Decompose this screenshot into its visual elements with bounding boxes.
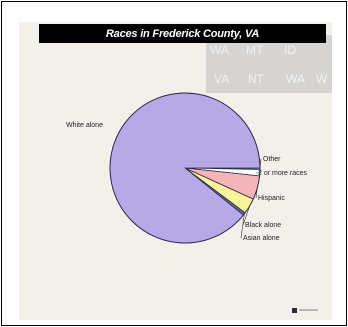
state-abbreviation-strip: WA MT ID VA NT WA W xyxy=(206,35,332,93)
leader-line xyxy=(259,158,262,169)
leader-line xyxy=(240,213,245,239)
watermark-logo xyxy=(292,307,318,313)
chart-title: Races in Frederick County, VA xyxy=(105,27,260,40)
slice-label: White alone xyxy=(66,122,103,129)
slice-label: Other xyxy=(263,156,281,163)
logo-line xyxy=(299,309,318,311)
slice-label: 2 or more races xyxy=(258,170,308,177)
leader-line xyxy=(255,187,258,199)
leader-line xyxy=(242,206,250,226)
slice-label: Asian alone xyxy=(243,235,280,242)
state-abbr: MT xyxy=(246,43,264,57)
state-abbr: WA xyxy=(210,43,229,57)
state-abbr: NT xyxy=(248,72,264,86)
chart-title-bar: Races in Frederick County, VA xyxy=(39,24,326,43)
logo-box xyxy=(292,307,297,313)
state-abbr: W xyxy=(316,72,328,86)
state-abbr: ID xyxy=(284,43,296,57)
state-abbr: WA xyxy=(286,72,305,86)
slice-label: Black alone xyxy=(245,222,281,229)
slice-label: Hispanic xyxy=(258,195,285,202)
pie-slice-white-alone xyxy=(109,92,261,244)
state-abbr: VA xyxy=(214,72,230,86)
